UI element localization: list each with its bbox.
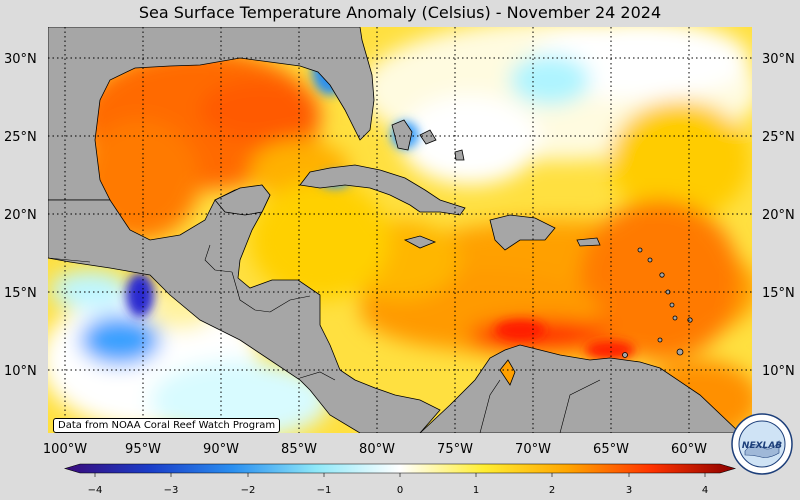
data-credit-box: Data from NOAA Coral Reef Watch Program <box>53 418 281 433</box>
map-title: Sea Surface Temperature Anomaly (Celsius… <box>138 3 662 22</box>
lesser-antilles <box>622 247 693 358</box>
lat-labels-right: 30°N 25°N 20°N 15°N 10°N <box>762 52 795 379</box>
lat-label: 15°N <box>4 286 37 301</box>
lon-label: 100°W <box>43 442 87 457</box>
country-borders <box>48 244 601 433</box>
colorbar-tick: −1 <box>317 485 332 496</box>
lat-labels-left: 30°N 25°N 20°N 15°N 10°N <box>4 52 37 379</box>
lon-label: 80°W <box>359 442 395 457</box>
lon-label: 90°W <box>203 442 239 457</box>
lon-label: 75°W <box>437 442 473 457</box>
nexlab-logo[interactable]: NEXLAB <box>731 413 793 475</box>
lat-label: 20°N <box>762 208 795 223</box>
lon-label: 85°W <box>281 442 317 457</box>
lon-labels: 100°W 95°W 90°W 85°W 80°W 75°W 70°W 65°W… <box>43 442 707 457</box>
colorbar-tick: 2 <box>549 485 555 496</box>
lat-label: 30°N <box>4 52 37 67</box>
logo-text: NEXLAB <box>742 441 782 451</box>
colorbar-tick: 3 <box>626 485 632 496</box>
colorbar-tick: 4 <box>702 485 708 496</box>
lon-label: 65°W <box>593 442 629 457</box>
colorbar: −4 −3 −2 −1 0 1 2 3 4 <box>63 463 737 496</box>
land-masses <box>48 27 741 433</box>
colorbar-gradient <box>63 463 737 474</box>
lat-label: 25°N <box>762 130 795 145</box>
lon-label: 95°W <box>125 442 161 457</box>
lat-label: 10°N <box>762 364 795 379</box>
colorbar-tick: −3 <box>164 485 179 496</box>
colorbar-tick: 1 <box>473 485 479 496</box>
colorbar-tick: −4 <box>88 485 103 496</box>
colorbar-tick: 0 <box>397 485 403 496</box>
lat-label: 15°N <box>762 286 795 301</box>
lon-label: 70°W <box>515 442 551 457</box>
lat-label: 10°N <box>4 364 37 379</box>
lat-label: 30°N <box>762 52 795 67</box>
lon-label: 60°W <box>671 442 707 457</box>
cold-anomaly-core <box>126 273 154 317</box>
colorbar-tick: −2 <box>241 485 256 496</box>
lat-label: 25°N <box>4 130 37 145</box>
lat-label: 20°N <box>4 208 37 223</box>
graticule <box>48 27 752 433</box>
